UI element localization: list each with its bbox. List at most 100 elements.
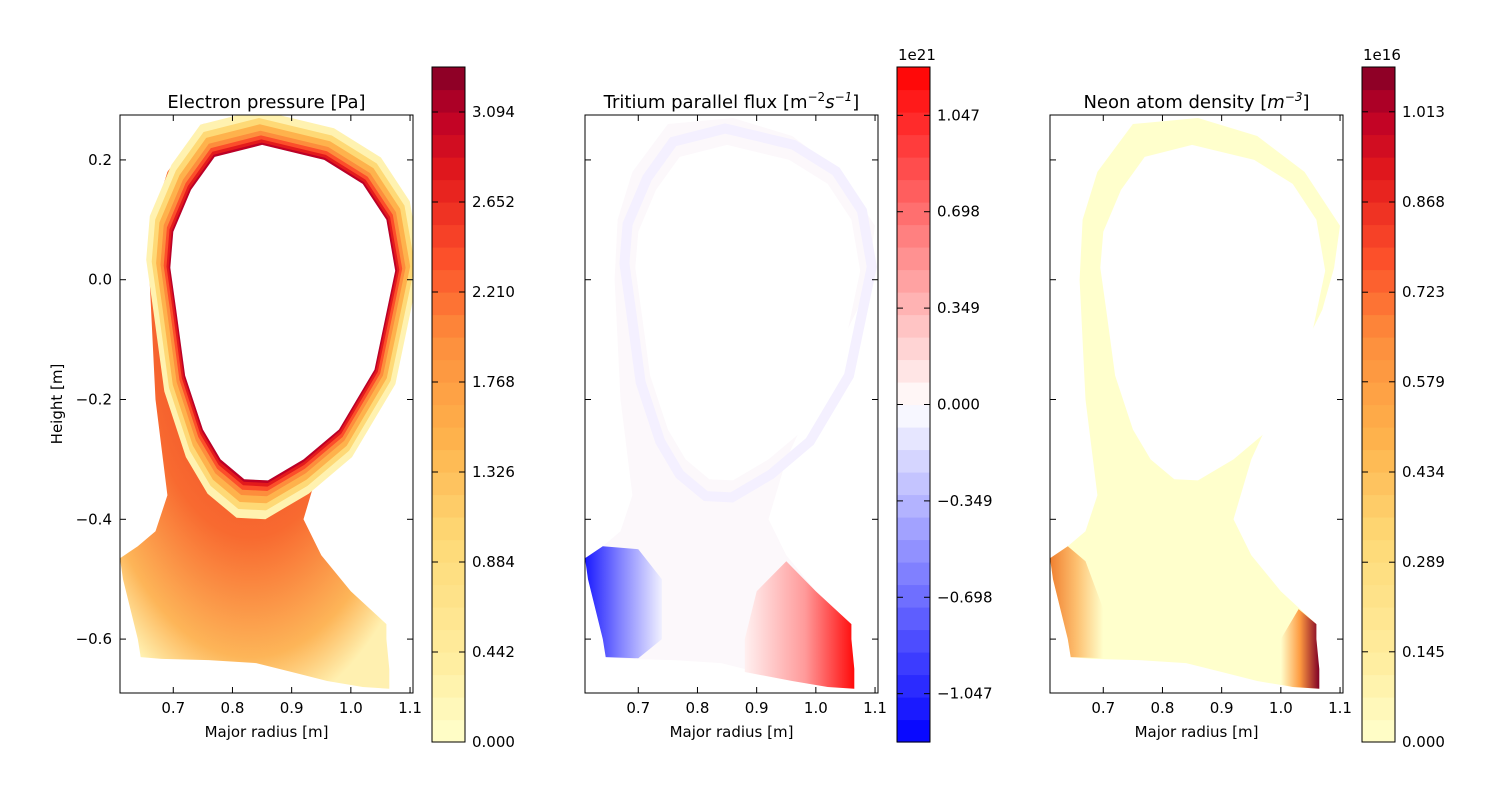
colorbar-band [897,202,930,226]
x-tick-label: 0.9 [1210,699,1234,717]
colorbar-band [897,584,930,608]
colorbar-band [897,89,930,113]
colorbar-band [1362,719,1395,743]
colorbar-band [897,697,930,721]
colorbar-band [1362,427,1395,451]
y-tick-label: 0.0 [88,271,112,289]
colorbar-tick-label: −1.047 [937,685,993,703]
colorbar-band [432,517,465,541]
core-region [170,144,396,481]
colorbar-band [432,652,465,676]
colorbar-tick-label: 2.210 [472,283,515,301]
x-tick-label: 0.8 [1151,699,1175,717]
colorbar-band [432,562,465,586]
colorbar-band [1362,67,1395,91]
colorbar-1: 0.000 0.442 0.884 1.326 1.768 2.210 2.652 3.094 [431,66,515,751]
colorbar-band [432,134,465,158]
x-tick-label: 0.9 [745,699,769,717]
colorbar-band [1362,404,1395,428]
colorbar-tick-label: −0.698 [937,588,993,606]
colorbar-band [1362,292,1395,316]
x-tick-label: 0.8 [221,699,245,717]
title-unit: s [825,92,834,113]
title-unit-exponent: −3 [1285,90,1303,104]
x-axis-label: Major radius [m] [670,723,794,741]
colorbar-band [897,359,930,383]
colorbar-band [897,494,930,518]
colorbar-3: 0.000 0.145 0.289 0.434 0.579 0.723 0.868 1.013… [1361,46,1445,751]
x-tick-label: 1.1 [863,699,887,717]
title-close: ] [852,92,859,113]
colorbar-band [1362,112,1395,136]
plot-frame [1049,114,1344,694]
colorbar-band [897,134,930,158]
colorbar-tick-label: 1.013 [1402,103,1445,121]
y-axis-label: Height [m] [48,364,66,445]
colorbar-band [432,629,465,653]
colorbar-band [1362,652,1395,676]
colorbar-tick-label: 0.000 [472,733,515,751]
colorbar-tick-label: 0.723 [1402,283,1445,301]
chart-title: Electron pressure [Pa] [167,92,365,113]
chart-title: Neon atom density [m−3] [1083,90,1309,113]
colorbar-band [1362,584,1395,608]
field-1 [120,115,413,689]
y-tick-label: 0.2 [88,151,112,169]
colorbar-band [432,247,465,271]
colorbar-band [432,427,465,451]
colorbar-band [897,539,930,563]
colorbar-tick-label: −0.349 [937,492,993,510]
colorbar-band [432,449,465,473]
positive-flux-region [744,561,855,689]
colorbar-band [897,382,930,406]
colorbar-band [432,292,465,316]
colorbar-band [897,517,930,541]
colorbar-band [1362,539,1395,563]
y-tick-label: −0.6 [76,630,112,648]
x-tick-label: 0.9 [280,699,304,717]
x-tick-label: 0.7 [626,699,650,717]
colorbar-band [1362,697,1395,721]
colorbar-band [432,202,465,226]
colorbar-band [432,607,465,631]
colorbar-band [432,89,465,113]
x-axis-label: Major radius [m] [205,723,329,741]
y-tick-label: −0.4 [76,510,112,528]
x-tick-label: 0.7 [161,699,185,717]
x-tick-label: 0.7 [1091,699,1115,717]
colorbar-tick-label: 0.868 [1402,193,1445,211]
colorbar-band [897,292,930,316]
colorbar-band [1362,202,1395,226]
title-text: Tritium parallel flux [m [603,92,808,113]
colorbar-band [432,494,465,518]
title-close: ] [1303,92,1310,113]
colorbar-tick-label: 0.884 [472,553,515,571]
field-2 [585,118,877,689]
x-tick-label: 1.0 [339,699,363,717]
colorbar-band [897,157,930,181]
colorbar-band [897,67,930,91]
colorbar-band [1362,382,1395,406]
colorbar-band [432,269,465,293]
colorbar-band [432,584,465,608]
colorbar-band [897,179,930,203]
colorbar-tick-label: 2.652 [472,193,515,211]
colorbar-band [1362,224,1395,248]
colorbar-offset: 1e21 [898,46,936,64]
title-unit-exponent: −1 [835,90,853,104]
colorbar-band [897,112,930,136]
colorbar-tick-label: 1.326 [472,463,515,481]
x-axis-label: Major radius [m] [1135,723,1259,741]
x-tick-label: 1.1 [1328,699,1352,717]
colorbar-tick-label: 0.000 [937,396,980,414]
colorbar-tick-label: 0.145 [1402,643,1445,661]
colorbar-band [432,539,465,563]
colorbar-band [897,427,930,451]
colorbar-tick-label: 0.000 [1402,733,1445,751]
colorbar-band [1362,337,1395,361]
x-tick-label: 1.1 [398,699,422,717]
colorbar-tick-label: 3.094 [472,103,515,121]
colorbar-band [1362,134,1395,158]
